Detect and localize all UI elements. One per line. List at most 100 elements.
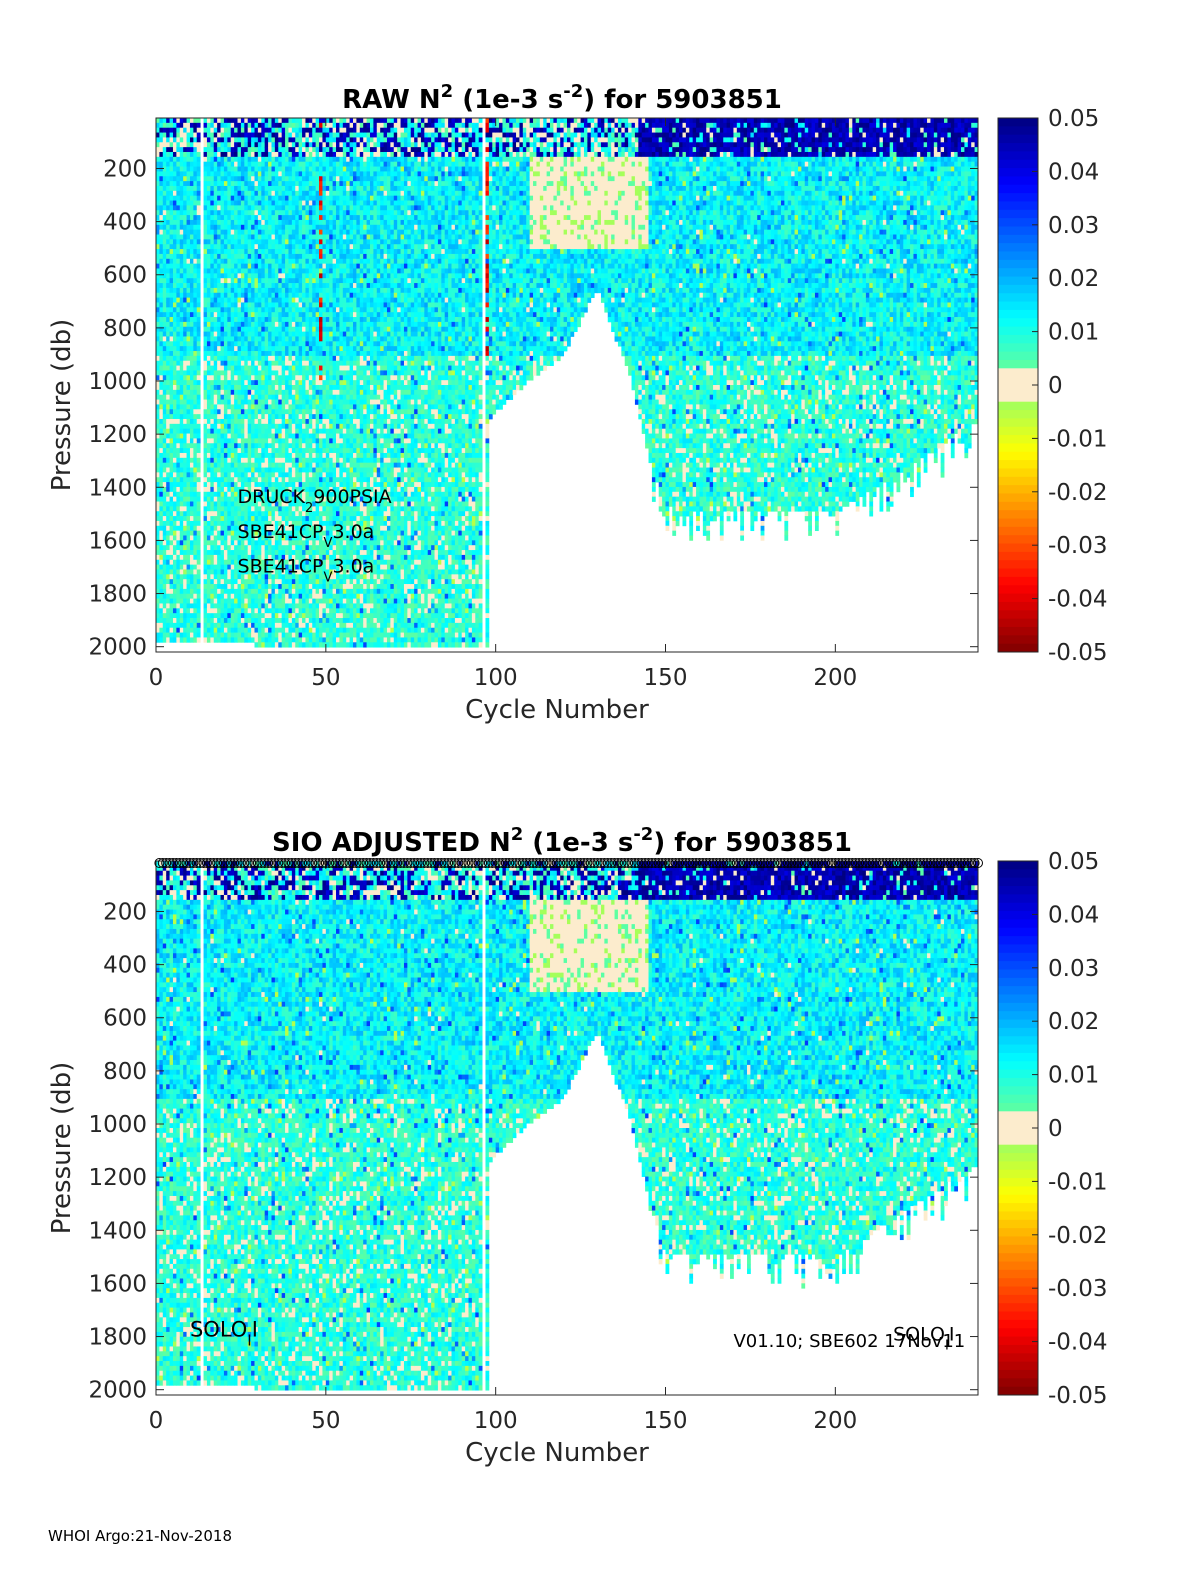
heatmap-cell — [271, 210, 276, 216]
heatmap-cell — [312, 263, 317, 269]
heatmap-cell — [213, 302, 218, 308]
heatmap-cell — [213, 258, 218, 265]
heatmap-cell — [271, 292, 276, 299]
heatmap-cell — [206, 268, 211, 274]
heatmap-cell — [220, 292, 225, 299]
heatmap-cell — [237, 506, 242, 512]
heatmap-cell — [176, 486, 181, 493]
heatmap-cell — [234, 438, 238, 444]
heatmap-cell — [223, 321, 228, 328]
heatmap-cell — [312, 627, 317, 633]
heatmap-cell — [176, 331, 181, 337]
heatmap-cell — [227, 477, 232, 483]
heatmap-cell — [257, 569, 262, 575]
heatmap-cell — [210, 336, 215, 342]
heatmap-cell — [244, 312, 249, 318]
heatmap-cell — [271, 341, 276, 347]
heatmap-cell — [237, 520, 242, 527]
heatmap-cell — [305, 613, 310, 619]
heatmap-cell — [312, 210, 317, 216]
heatmap-cell — [220, 482, 225, 488]
heatmap-cell — [220, 477, 225, 483]
heatmap-cell — [291, 122, 296, 129]
heatmap-cell — [291, 263, 296, 269]
heatmap-cell — [254, 404, 259, 410]
heatmap-cell — [186, 205, 191, 211]
heatmap-cell — [237, 321, 242, 328]
heatmap-cell — [196, 564, 201, 570]
heatmap-cell — [312, 176, 317, 182]
heatmap-cell — [274, 151, 279, 158]
heatmap-cell — [162, 559, 167, 566]
heatmap-cell — [240, 428, 245, 434]
heatmap-cell — [186, 370, 191, 376]
heatmap-cell — [162, 239, 167, 245]
heatmap-cell — [172, 433, 177, 439]
heatmap-cell — [193, 516, 198, 522]
heatmap-cell — [285, 215, 289, 221]
heatmap-cell — [312, 127, 317, 133]
heatmap-cell — [288, 142, 293, 148]
heatmap-cell — [278, 326, 283, 332]
heatmap-cell — [281, 525, 286, 532]
heatmap-cell — [186, 341, 191, 347]
heatmap-cell — [240, 122, 245, 129]
heatmap-cell — [217, 312, 221, 318]
heatmap-cell — [268, 122, 272, 129]
heatmap-cell — [230, 195, 235, 201]
heatmap-cell — [305, 530, 310, 536]
heatmap-cell — [176, 370, 181, 376]
heatmap-cell — [162, 176, 167, 182]
heatmap-cell — [288, 166, 293, 172]
heatmap-cell — [254, 462, 259, 468]
heatmap-cell — [302, 409, 306, 415]
heatmap-cell — [223, 287, 228, 294]
heatmap-cell — [203, 598, 208, 604]
heatmap-cell — [169, 268, 174, 274]
heatmap-cell — [274, 506, 279, 512]
heatmap-cell — [247, 452, 252, 459]
heatmap-cell — [172, 482, 177, 488]
heatmap-cell — [176, 219, 181, 226]
heatmap-cell — [234, 409, 238, 415]
heatmap-cell — [240, 559, 245, 566]
heatmap-cell — [223, 506, 228, 512]
heatmap-cell — [302, 554, 306, 561]
heatmap-cell — [288, 428, 293, 434]
heatmap-cell — [230, 190, 235, 197]
heatmap-cell — [223, 414, 228, 420]
heatmap-cell — [247, 273, 252, 279]
heatmap-cell — [176, 224, 181, 231]
heatmap-cell — [230, 491, 235, 498]
heatmap-cell — [234, 389, 238, 396]
heatmap-cell — [302, 200, 306, 206]
heatmap-cell — [308, 433, 313, 439]
heatmap-cell — [302, 244, 306, 250]
heatmap-cell — [281, 428, 286, 434]
heatmap-cell — [244, 443, 249, 449]
heatmap-cell — [206, 540, 211, 546]
heatmap-cell — [227, 380, 232, 386]
heatmap-cell — [261, 317, 266, 323]
heatmap-cell — [179, 414, 184, 420]
heatmap-cell — [240, 317, 245, 323]
heatmap-cell — [278, 185, 283, 192]
heatmap-cell — [217, 156, 221, 163]
heatmap-cell — [244, 613, 249, 619]
heatmap-cell — [210, 579, 215, 585]
heatmap-cell — [254, 375, 259, 381]
heatmap-cell — [305, 166, 310, 172]
heatmap-cell — [210, 632, 215, 638]
heatmap-cell — [162, 331, 167, 337]
heatmap-cell — [268, 385, 272, 391]
heatmap-cell — [162, 380, 167, 386]
heatmap-cell — [312, 637, 317, 643]
heatmap-cell — [172, 525, 177, 532]
heatmap-cell — [298, 195, 303, 201]
heatmap-cell — [220, 486, 225, 493]
heatmap-cell — [217, 185, 221, 192]
heatmap-cell — [257, 375, 262, 381]
heatmap-cell — [264, 385, 269, 391]
heatmap-cell — [234, 137, 238, 143]
heatmap-cell — [298, 234, 303, 240]
